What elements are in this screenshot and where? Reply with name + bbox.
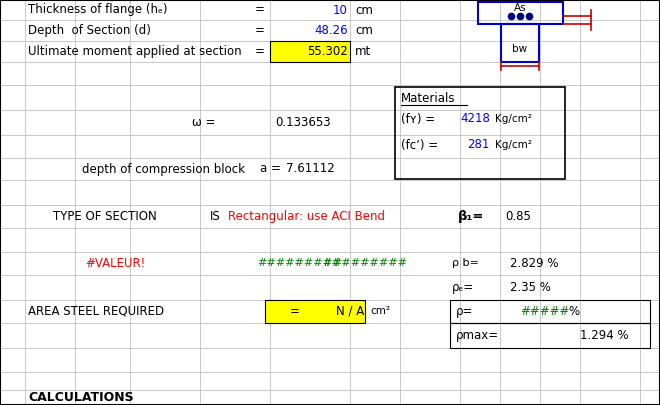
Text: mt: mt — [355, 45, 371, 58]
Bar — [450, 300, 650, 323]
Text: As: As — [513, 3, 526, 13]
Text: =: = — [255, 4, 265, 17]
Bar — [395, 87, 565, 179]
Text: Kg/cm²: Kg/cm² — [495, 140, 532, 150]
Bar — [450, 323, 650, 348]
Text: ##: ## — [323, 258, 341, 269]
Text: cm: cm — [355, 24, 373, 37]
Text: cm: cm — [355, 4, 373, 17]
Text: =: = — [255, 45, 265, 58]
Text: 1.294 %: 1.294 % — [580, 329, 628, 342]
Text: ω =: ω = — [191, 116, 215, 129]
Text: Materials: Materials — [401, 92, 455, 105]
Text: 281: 281 — [468, 139, 490, 151]
Text: ρₑ=: ρₑ= — [452, 281, 475, 294]
Text: Kg/cm²: Kg/cm² — [495, 114, 532, 124]
Text: 4218: 4218 — [460, 113, 490, 126]
Bar — [265, 300, 365, 323]
Text: 0.133653: 0.133653 — [275, 116, 331, 129]
Text: 55.302: 55.302 — [308, 45, 348, 58]
Text: depth of compression block: depth of compression block — [82, 162, 245, 175]
Text: β₁=: β₁= — [458, 210, 484, 223]
Text: ρmax=: ρmax= — [456, 329, 499, 342]
Text: ########: ######## — [333, 258, 407, 269]
Text: #####: ##### — [520, 305, 570, 318]
Bar — [478, 2, 563, 24]
Text: =: = — [290, 305, 300, 318]
Text: (fʏ) =: (fʏ) = — [401, 113, 435, 126]
Text: AREA STEEL REQUIRED: AREA STEEL REQUIRED — [28, 305, 164, 318]
Text: (fcʼ) =: (fcʼ) = — [401, 139, 438, 151]
Text: bw: bw — [512, 44, 527, 54]
Text: 2.35 %: 2.35 % — [510, 281, 551, 294]
Text: Rectangular: use ACI Bend: Rectangular: use ACI Bend — [228, 210, 385, 223]
Text: TYPE OF SECTION: TYPE OF SECTION — [53, 210, 157, 223]
Text: Ultimate moment applied at section: Ultimate moment applied at section — [28, 45, 242, 58]
Text: a =: a = — [260, 162, 281, 175]
Text: #VALEUR!: #VALEUR! — [85, 257, 145, 270]
Text: ########: ######## — [257, 258, 333, 269]
Bar — [501, 24, 539, 62]
Text: Thickness of flange (hₑ): Thickness of flange (hₑ) — [28, 4, 168, 17]
Text: %: % — [568, 305, 579, 318]
Text: N / A: N / A — [336, 305, 364, 318]
Text: Depth  of Section (d): Depth of Section (d) — [28, 24, 151, 37]
Text: =: = — [255, 24, 265, 37]
Text: cm²: cm² — [370, 307, 390, 316]
Text: 48.26: 48.26 — [314, 24, 348, 37]
Text: ρ b=: ρ b= — [452, 258, 479, 269]
Text: ρ=: ρ= — [456, 305, 473, 318]
Text: IS: IS — [210, 210, 220, 223]
Text: CALCULATIONS: CALCULATIONS — [28, 391, 133, 404]
Bar — [270, 41, 350, 62]
Text: 0.85: 0.85 — [505, 210, 531, 223]
Text: 7.61112: 7.61112 — [286, 162, 335, 175]
Text: 10: 10 — [333, 4, 348, 17]
Text: 2.829 %: 2.829 % — [510, 257, 558, 270]
